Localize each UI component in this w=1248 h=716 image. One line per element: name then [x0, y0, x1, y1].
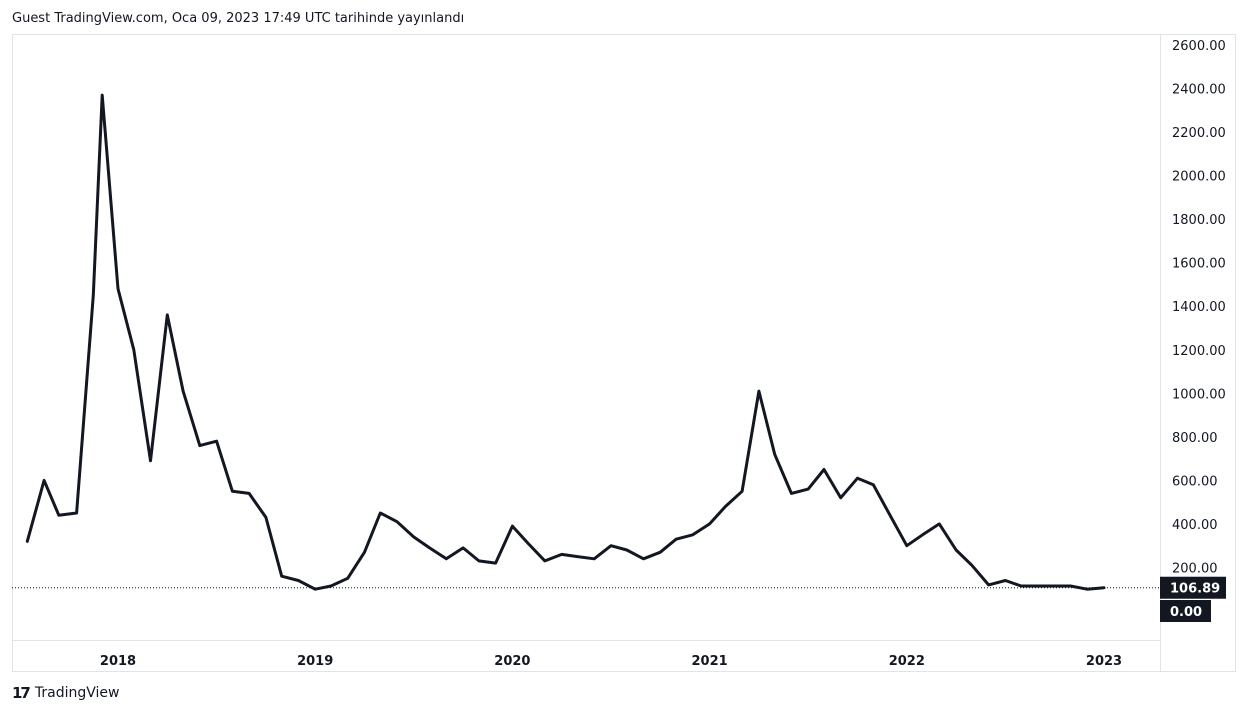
- y-tick-label: 1800.00: [1172, 213, 1226, 228]
- y-tick-label: 200.00: [1172, 561, 1218, 576]
- x-tick-label: 2018: [100, 654, 136, 669]
- y-tick-label: 800.00: [1172, 431, 1218, 446]
- x-tick-label: 2019: [297, 654, 333, 669]
- x-tick-label: 2022: [889, 654, 925, 669]
- last-value-label: 106.89: [1170, 582, 1220, 597]
- last-value-badge: 106.89: [1160, 576, 1226, 599]
- y-tick-label: 2000.00: [1172, 170, 1226, 185]
- x-tick-label: 2023: [1086, 654, 1122, 669]
- y-tick-label: 1200.00: [1172, 344, 1226, 359]
- tradingview-logo[interactable]: 17 TradingView: [12, 684, 119, 702]
- zero-badge: 0.00: [1160, 600, 1211, 622]
- y-tick-label: 2400.00: [1172, 83, 1226, 98]
- y-tick-label: 1400.00: [1172, 300, 1226, 315]
- y-tick-label: 1600.00: [1172, 257, 1226, 272]
- x-tick-label: 2021: [692, 654, 728, 669]
- zero-label: 0.00: [1170, 605, 1202, 620]
- last-value-badge-bg: [1160, 576, 1226, 599]
- published-info: Guest TradingView.com, Oca 09, 2023 17:4…: [12, 11, 465, 26]
- y-axis-ticks: 200.00 400.00 600.00 800.00 1000.00 1200.00 14…: [1172, 39, 1226, 576]
- y-tick-label: 600.00: [1172, 474, 1218, 489]
- tradingview-logo-icon: 17: [12, 684, 31, 702]
- y-tick-label: 2200.00: [1172, 126, 1226, 141]
- y-tick-label: 1000.00: [1172, 387, 1226, 402]
- x-axis-ticks: 2018 2019 2020 2021 2022 2023: [100, 654, 1122, 669]
- chart-frame: [12, 34, 1236, 672]
- y-tick-label: 400.00: [1172, 518, 1218, 533]
- y-tick-label: 2600.00: [1172, 39, 1226, 54]
- tradingview-logo-text: TradingView: [34, 685, 120, 701]
- x-tick-label: 2020: [494, 654, 530, 669]
- zero-badge-bg: [1160, 600, 1211, 622]
- series-line: [25, 93, 1106, 591]
